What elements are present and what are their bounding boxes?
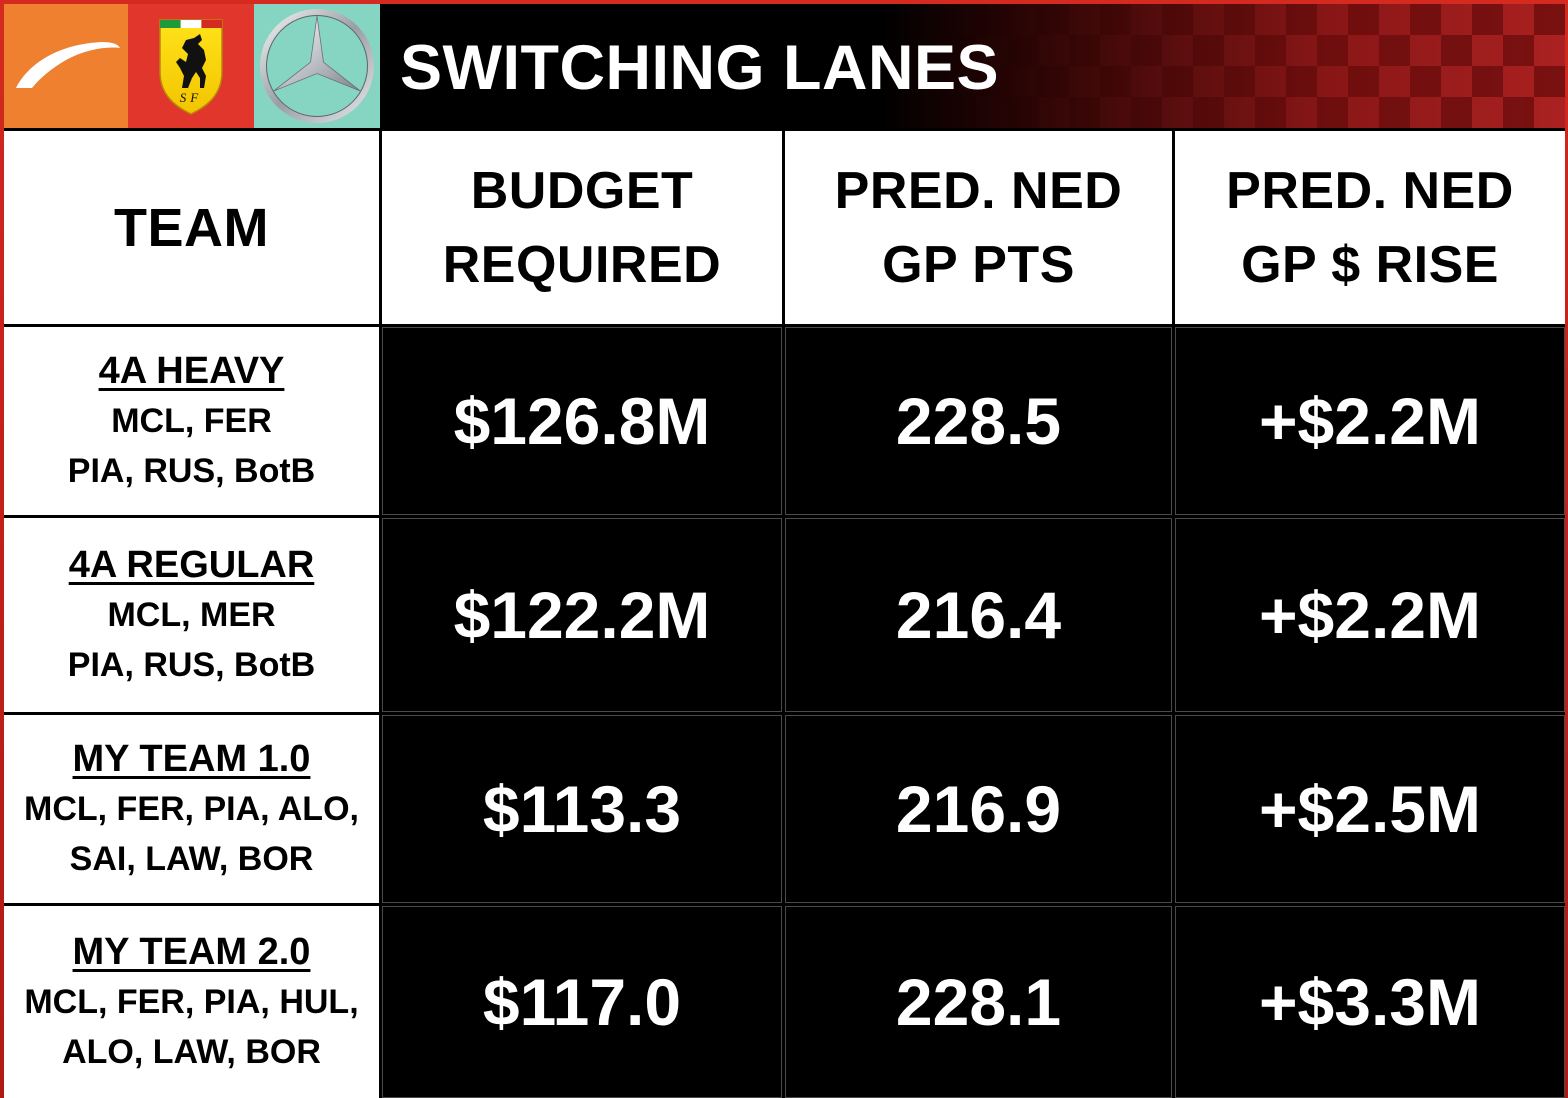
title-band: SWITCHING LANES <box>380 4 1565 128</box>
ferrari-logo-icon: SF <box>128 4 254 128</box>
checkered-flag-pattern <box>945 4 1565 128</box>
predicted-rise-value: +$2.2M <box>1175 518 1565 712</box>
team-cell: 4A REGULAR MCL, MER PIA, RUS, BotB <box>4 518 379 712</box>
budget-required-value: $113.3 <box>382 715 782 903</box>
ferrari-logo-letters: SF <box>180 90 202 105</box>
column-header-line: PRED. NED <box>834 161 1123 220</box>
team-name: 4A HEAVY <box>98 350 285 392</box>
column-header-budget: BUDGET REQUIRED <box>382 131 782 324</box>
comparison-table: TEAM BUDGET REQUIRED PRED. NED GP PTS PR… <box>4 128 1565 1098</box>
team-picks-line: MCL, FER, PIA, ALO, <box>24 790 359 828</box>
page-title: SWITCHING LANES <box>400 33 999 103</box>
column-header-line: REQUIRED <box>442 235 722 294</box>
mclaren-logo-icon <box>4 4 128 128</box>
team-picks-line: ALO, LAW, BOR <box>62 1033 321 1071</box>
predicted-rise-value: +$3.3M <box>1175 906 1565 1098</box>
budget-required-value: $126.8M <box>382 327 782 515</box>
predicted-points-value: 228.1 <box>785 906 1172 1098</box>
team-picks-line: PIA, RUS, BotB <box>67 646 316 684</box>
column-header-team: TEAM <box>4 131 379 324</box>
team-picks-line: SAI, LAW, BOR <box>69 840 314 878</box>
team-cell: MY TEAM 2.0 MCL, FER, PIA, HUL, ALO, LAW… <box>4 906 379 1098</box>
team-picks-line: PIA, RUS, BotB <box>67 452 316 490</box>
column-header-line: GP PTS <box>882 235 1075 294</box>
column-header-line: TEAM <box>114 197 269 258</box>
predicted-points-value: 216.4 <box>785 518 1172 712</box>
team-cell: 4A HEAVY MCL, FER PIA, RUS, BotB <box>4 327 379 515</box>
budget-required-value: $117.0 <box>382 906 782 1098</box>
column-header-line: PRED. NED <box>1226 161 1514 220</box>
team-picks-line: MCL, MER <box>107 596 276 634</box>
team-name: 4A REGULAR <box>68 544 315 586</box>
predicted-points-value: 228.5 <box>785 327 1172 515</box>
team-picks-line: MCL, FER, PIA, HUL, <box>24 983 359 1021</box>
column-header-pred-rise: PRED. NED GP $ RISE <box>1175 131 1565 324</box>
predicted-rise-value: +$2.2M <box>1175 327 1565 515</box>
team-name: MY TEAM 1.0 <box>72 738 311 780</box>
column-header-line: GP $ RISE <box>1241 235 1499 294</box>
predicted-rise-value: +$2.5M <box>1175 715 1565 903</box>
column-header-line: BUDGET <box>470 161 694 220</box>
budget-required-value: $122.2M <box>382 518 782 712</box>
mercedes-logo-icon <box>254 4 380 128</box>
header-banner: SF SWITCHING LANES <box>4 4 1565 128</box>
team-picks-line: MCL, FER <box>111 402 272 440</box>
team-name: MY TEAM 2.0 <box>72 931 311 973</box>
predicted-points-value: 216.9 <box>785 715 1172 903</box>
team-cell: MY TEAM 1.0 MCL, FER, PIA, ALO, SAI, LAW… <box>4 715 379 903</box>
column-header-pred-pts: PRED. NED GP PTS <box>785 131 1172 324</box>
